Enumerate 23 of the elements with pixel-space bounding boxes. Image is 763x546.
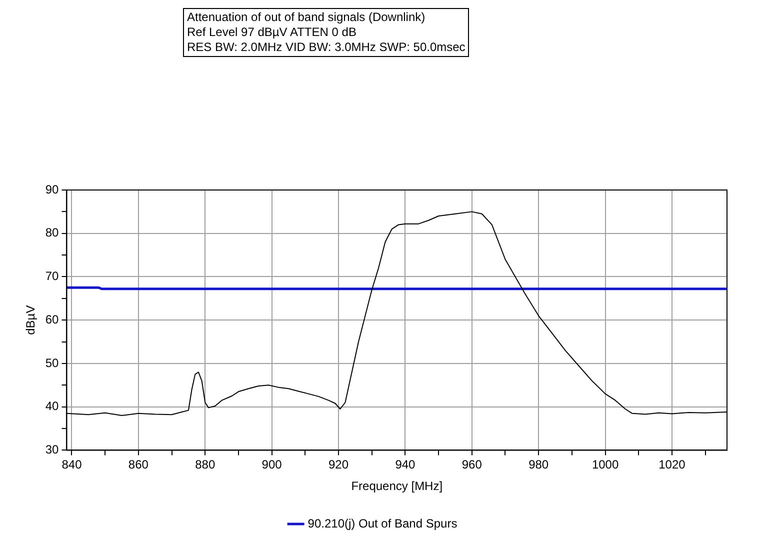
y-tick-label: 60 bbox=[45, 312, 60, 326]
y-tick-label: 40 bbox=[45, 399, 60, 414]
x-tick-label: 960 bbox=[462, 458, 482, 472]
x-tick-label: 880 bbox=[195, 458, 216, 472]
y-axis-title: dBµV bbox=[24, 305, 38, 335]
chart-title: Attenuation of out of band signals (Downlink) bbox=[187, 10, 426, 25]
y-tick-label: 90 bbox=[45, 182, 60, 196]
y-tick-label: 50 bbox=[45, 356, 60, 370]
x-tick-label: 1000 bbox=[592, 458, 619, 472]
y-tick-label: 80 bbox=[45, 226, 60, 240]
x-tick-label: 980 bbox=[528, 458, 549, 472]
y-tick-label: 30 bbox=[45, 442, 60, 457]
x-tick-label: 1020 bbox=[658, 458, 686, 472]
x-tick-label: 860 bbox=[128, 458, 149, 472]
legend-label: 90.210(j) Out of Band Spurs bbox=[308, 516, 458, 530]
y-tick-label: 70 bbox=[45, 269, 60, 284]
x-tick-label: 940 bbox=[395, 458, 416, 472]
chart-subtitle: Ref Level 97 dBµV ATTEN 0 dB bbox=[187, 25, 358, 40]
text: RES BW: 2.0MHz VID BW: 3.0MHz SWP: 50.0msec bbox=[187, 40, 466, 55]
x-tick-label: 920 bbox=[328, 458, 349, 472]
x-tick-label: 900 bbox=[262, 458, 282, 472]
x-tick-label: 840 bbox=[62, 458, 82, 472]
x-axis-title: Frequency [MHz] bbox=[351, 479, 443, 494]
